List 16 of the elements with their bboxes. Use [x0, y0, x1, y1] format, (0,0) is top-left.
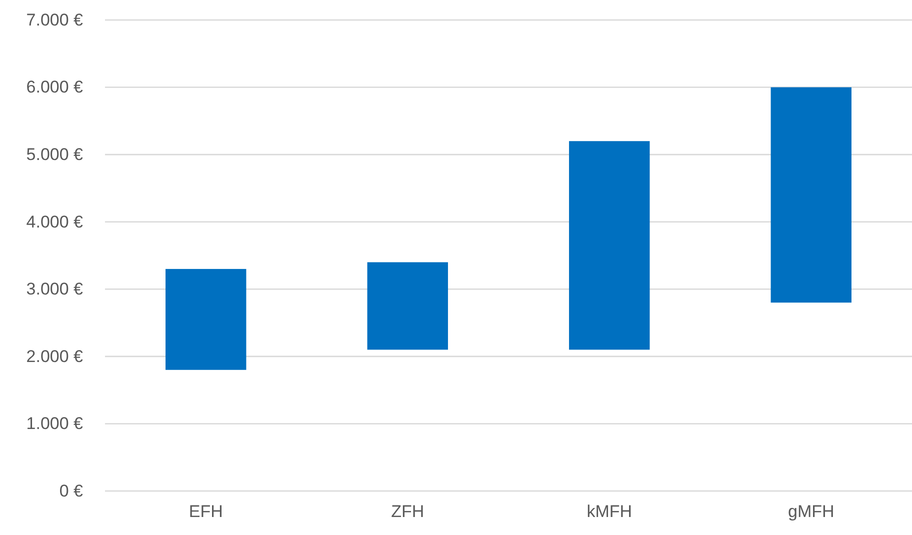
y-tick-label: 2.000 €: [26, 346, 84, 366]
y-tick-label: 1.000 €: [26, 414, 84, 434]
bar: [770, 87, 852, 303]
x-tick-label: kMFH: [586, 502, 632, 522]
y-tick-label: 3.000 €: [26, 280, 84, 299]
x-tick-label: EFH: [188, 502, 223, 522]
y-tick-label: 5.000 €: [26, 145, 84, 164]
bar: [367, 262, 448, 350]
x-tick-label: ZFH: [391, 502, 424, 522]
bar: [569, 141, 650, 350]
y-tick-label: 0 €: [59, 481, 84, 500]
y-tick-label: 7.000 €: [26, 10, 84, 30]
bar: [166, 268, 246, 370]
y-tick-label: 6.000 €: [26, 78, 84, 97]
x-tick-label: gMFH: [788, 502, 834, 522]
y-tick-label: 4.000 €: [26, 212, 84, 232]
